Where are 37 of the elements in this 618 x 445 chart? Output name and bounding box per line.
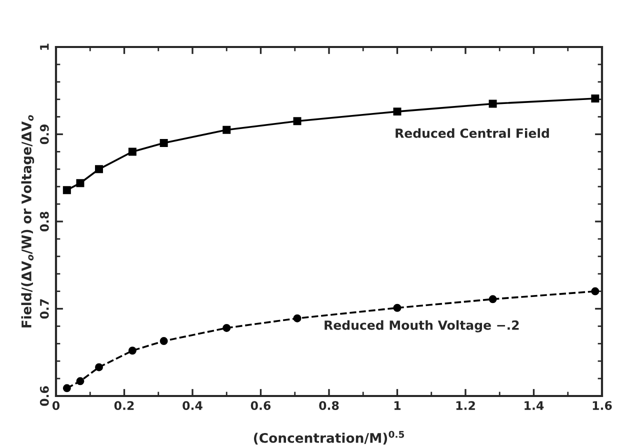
x-tick-label: 0.4 [182,401,202,410]
point [591,287,600,296]
point [95,363,103,372]
x-tick-label: 0 [52,401,60,410]
point [293,117,302,126]
point [293,314,302,322]
point [62,384,71,392]
x-tick-label: 0.2 [114,401,134,410]
y-tick-label: 0.8 [40,212,49,232]
series-label: Reduced Mouth Voltage −.2 [324,320,519,332]
y-tick-label: 0.9 [40,124,49,144]
point [76,179,84,188]
point [488,100,497,108]
point [62,186,71,194]
point [95,165,103,174]
point [488,295,497,304]
y-tick-label: 1 [40,44,49,50]
x-axis-title: (Concentration/M)$^{0.5}$ [254,430,404,444]
point [76,377,84,386]
point [160,337,168,346]
series-label: Reduced Central Field [396,128,549,138]
x-tick-label: 1 [394,401,401,410]
point [393,304,402,312]
point [591,94,600,102]
point [128,346,136,355]
y-axis-title: Field/(ΔV$_{o}$/W) or Voltage/ΔV$_{o}$ [21,115,34,328]
point [222,126,231,134]
point [128,148,136,156]
point [222,324,231,332]
y-tick-label: 0.7 [40,299,49,319]
x-tick-label: 1.4 [524,401,544,410]
x-tick-label: 1.6 [592,401,612,410]
x-tick-label: 0.6 [250,401,271,410]
x-tick-label: 1.2 [456,401,475,410]
point [393,108,402,116]
point [160,138,168,147]
x-tick-label: 0.8 [319,401,339,410]
